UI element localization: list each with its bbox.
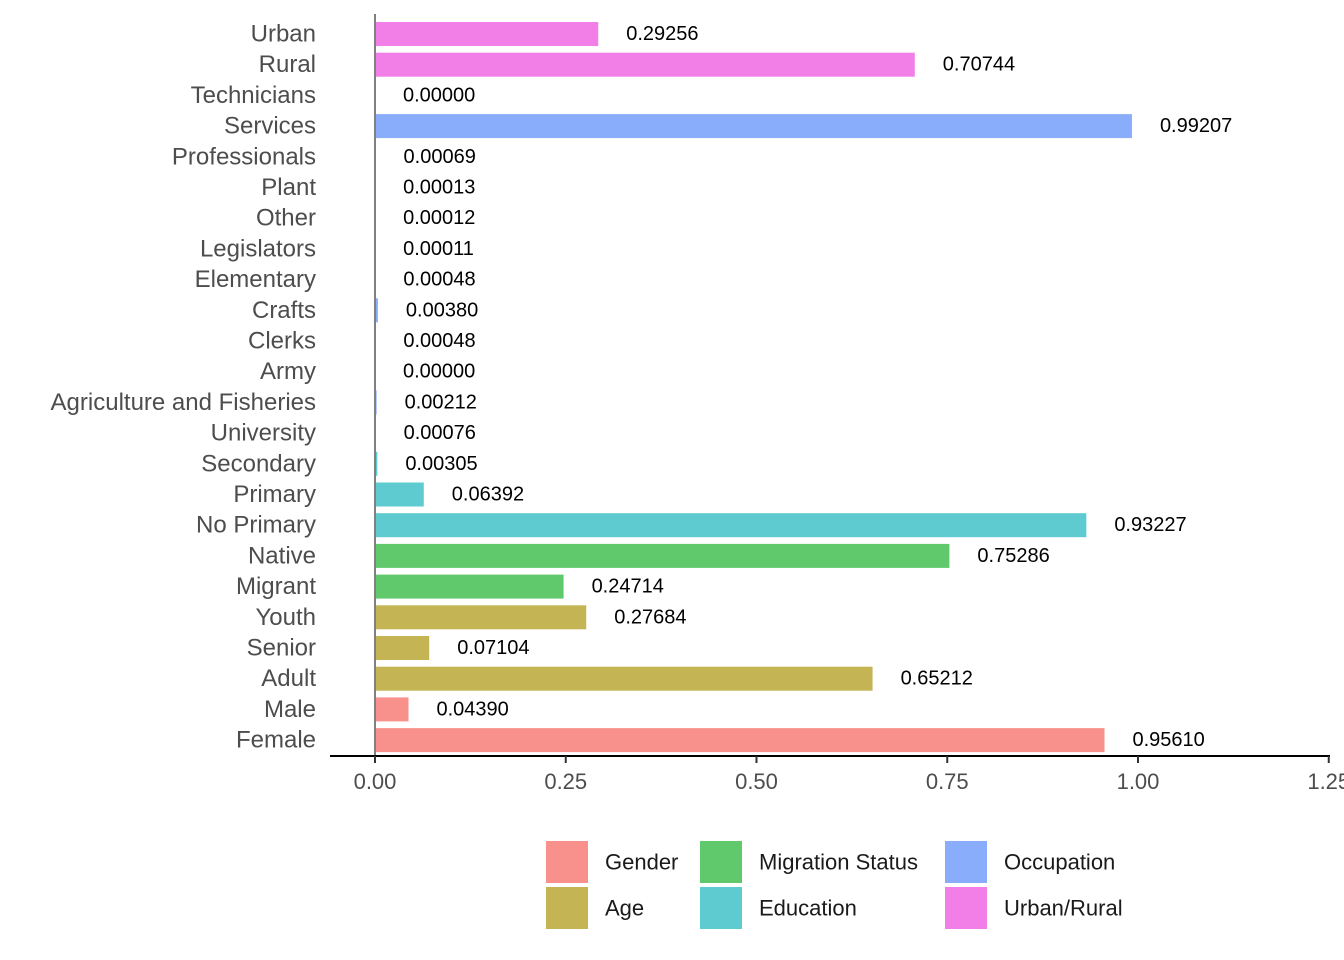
bar-female <box>375 728 1105 753</box>
category-label-rural: Rural <box>259 51 316 78</box>
category-labels: Urban Rural Technicians Services Professiona… <box>51 21 317 754</box>
x-tick-label: 1.00 <box>1117 769 1160 794</box>
value-label-female: 0.95610 <box>1133 729 1205 751</box>
legend-label-education: Education <box>759 896 857 921</box>
bar-secondary <box>375 451 378 476</box>
bar-senior <box>375 636 430 660</box>
value-label-crafts: 0.00380 <box>406 299 478 321</box>
category-label-primary: Primary <box>233 481 316 508</box>
category-label-female: Female <box>236 727 316 754</box>
value-label-male: 0.04390 <box>436 698 508 720</box>
value-label-adult: 0.65212 <box>901 668 973 690</box>
value-label-other: 0.00012 <box>403 207 475 229</box>
legend-swatch-occupation <box>945 841 987 883</box>
category-label-male: Male <box>264 696 316 723</box>
legend-label-age: Age <box>605 896 644 921</box>
x-tick-label: 0.25 <box>544 769 587 794</box>
category-label-secondary: Secondary <box>201 450 316 477</box>
category-label-migrant: Migrant <box>236 573 316 600</box>
legend-swatch-migration-status <box>700 841 742 883</box>
category-label-youth: Youth <box>255 604 316 631</box>
bar-no-primary <box>375 513 1087 538</box>
value-label-migrant: 0.24714 <box>592 576 664 598</box>
category-label-agriculture-and-fisheries: Agriculture and Fisheries <box>51 389 316 416</box>
bar-services <box>375 114 1132 139</box>
category-label-clerks: Clerks <box>248 328 316 355</box>
value-label-urban: 0.29256 <box>626 23 698 45</box>
value-label-primary: 0.06392 <box>452 484 524 506</box>
category-label-native: Native <box>248 542 316 569</box>
value-label-elementary: 0.00048 <box>403 269 475 291</box>
category-label-professionals: Professionals <box>172 143 316 170</box>
bar-youth <box>375 605 587 630</box>
category-label-services: Services <box>224 113 316 140</box>
legend-label-gender: Gender <box>605 850 678 875</box>
bar-urban <box>375 22 599 46</box>
value-label-army: 0.00000 <box>403 361 475 383</box>
bar-adult <box>375 666 873 691</box>
category-label-crafts: Crafts <box>252 297 316 324</box>
legend-label-urban-rural: Urban/Rural <box>1004 896 1123 921</box>
bar-primary <box>375 482 424 507</box>
value-label-university: 0.00076 <box>404 422 476 444</box>
legend-swatch-education <box>700 887 742 929</box>
x-axis: 0.00 0.25 0.50 0.75 1.00 1.25 <box>330 755 1344 794</box>
category-label-university: University <box>211 420 316 447</box>
category-label-elementary: Elementary <box>195 266 316 293</box>
bar-crafts <box>375 298 378 323</box>
value-labels: 0.29256 0.70744 0.00000 0.99207 0.00069 0.000… <box>403 23 1232 751</box>
value-label-native: 0.75286 <box>977 545 1049 567</box>
value-label-secondary: 0.00305 <box>405 453 477 475</box>
category-label-other: Other <box>256 205 316 232</box>
category-label-urban: Urban <box>251 21 316 48</box>
bar-male <box>375 697 409 722</box>
value-label-no-primary: 0.93227 <box>1114 514 1186 536</box>
value-label-professionals: 0.00069 <box>404 146 476 168</box>
legend-swatch-gender <box>546 841 588 883</box>
x-tick-label: 0.00 <box>354 769 397 794</box>
x-tick-label: 0.75 <box>926 769 969 794</box>
legend-label-occupation: Occupation <box>1004 850 1115 875</box>
legend-swatch-urban-rural <box>945 887 987 929</box>
bars-layer <box>375 22 1132 753</box>
bar-migrant <box>375 574 564 599</box>
value-label-senior: 0.07104 <box>457 637 529 659</box>
category-label-no-primary: No Primary <box>196 512 316 539</box>
bar-rural <box>375 52 915 77</box>
value-label-services: 0.99207 <box>1160 115 1232 137</box>
value-label-rural: 0.70744 <box>943 54 1015 76</box>
value-label-agriculture-and-fisheries: 0.00212 <box>405 391 477 413</box>
value-label-clerks: 0.00048 <box>403 330 475 352</box>
category-label-army: Army <box>260 358 316 385</box>
legend-swatch-age <box>546 887 588 929</box>
x-tick-label: 1.25 <box>1307 769 1344 794</box>
value-label-legislators: 0.00011 <box>403 238 474 260</box>
x-tick-label: 0.50 <box>735 769 778 794</box>
category-label-technicians: Technicians <box>191 82 316 109</box>
value-label-youth: 0.27684 <box>614 606 686 628</box>
value-label-technicians: 0.00000 <box>403 84 475 106</box>
category-label-legislators: Legislators <box>200 235 316 262</box>
value-label-plant: 0.00013 <box>403 177 475 199</box>
bar-native <box>375 543 950 568</box>
category-label-plant: Plant <box>261 174 316 201</box>
legend-label-migration-status: Migration Status <box>759 850 918 875</box>
legend: Gender Age Migration Status Education Occupa… <box>546 841 1123 929</box>
category-label-adult: Adult <box>261 665 316 692</box>
category-label-senior: Senior <box>247 635 316 662</box>
